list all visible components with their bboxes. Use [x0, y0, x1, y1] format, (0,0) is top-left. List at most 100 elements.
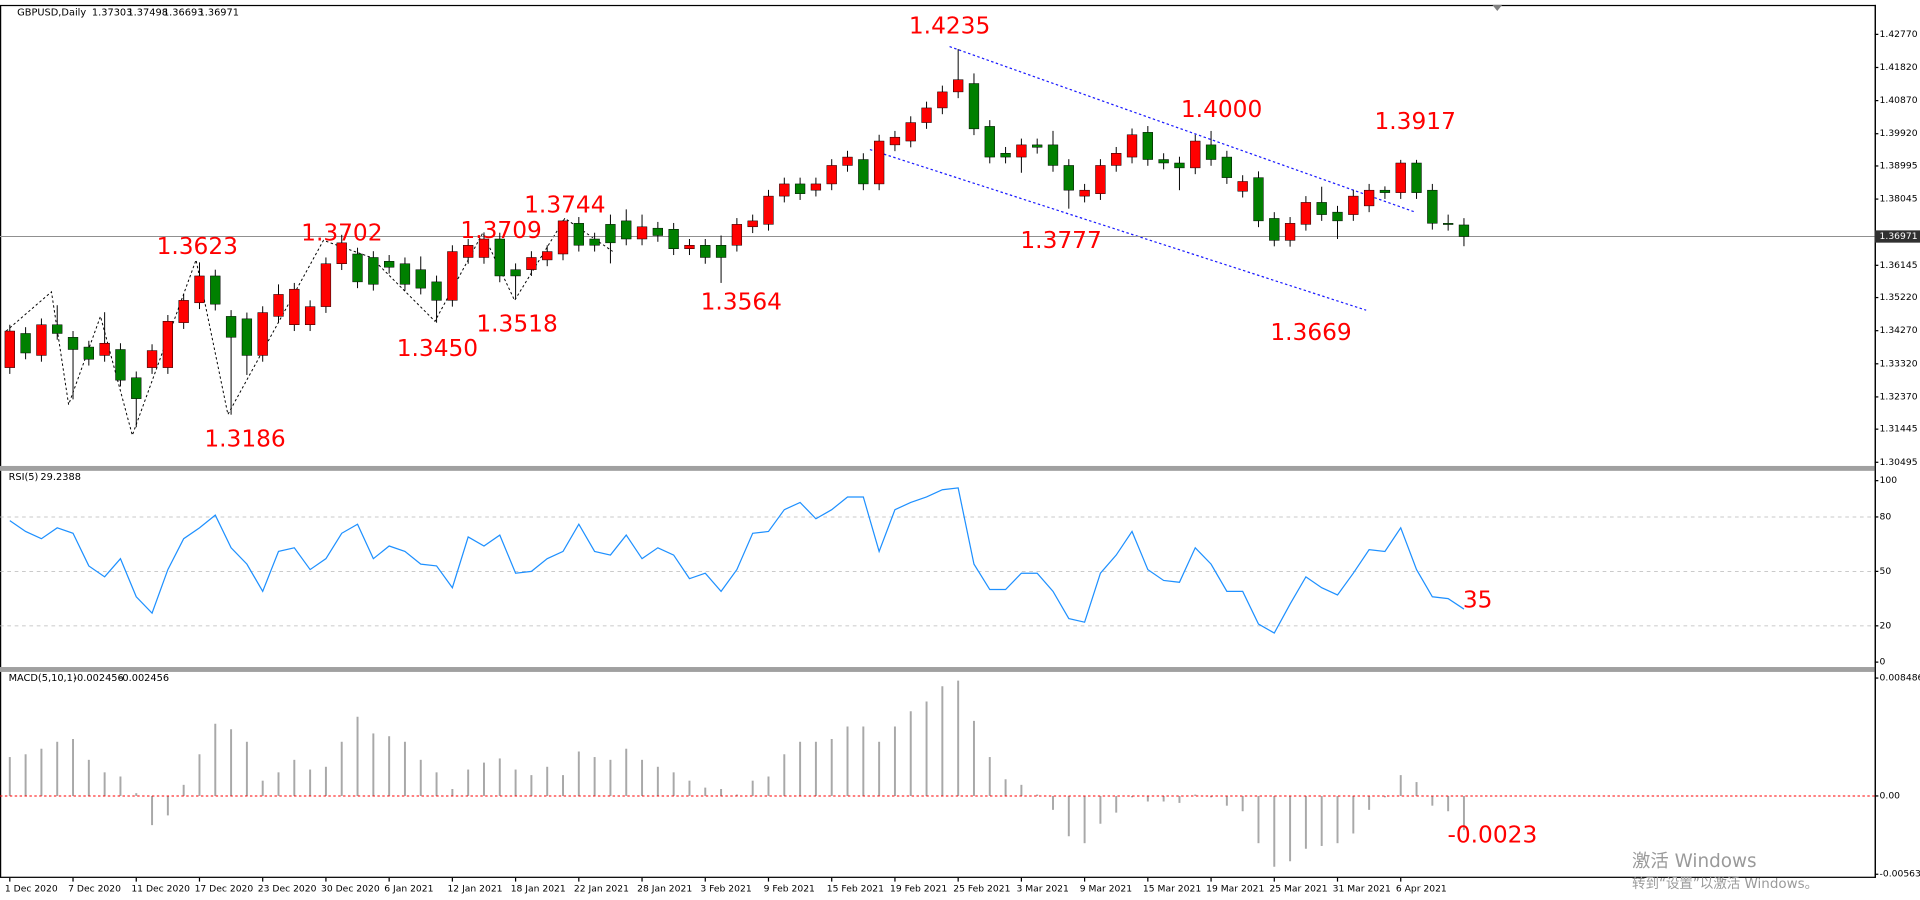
candle-body [873, 140, 885, 185]
candle-body [36, 324, 47, 356]
x-tick-label: 15 Feb 2021 [827, 883, 884, 894]
candle-body [1237, 181, 1248, 192]
candle-body [779, 183, 790, 197]
x-tick-label: 23 Dec 2020 [258, 883, 317, 894]
x-tick-label: 30 Dec 2020 [321, 883, 380, 894]
candle-body [542, 251, 553, 261]
y-tick-label: 0.00 [1880, 790, 1901, 801]
y-tick-label: 1.38045 [1880, 194, 1918, 205]
candle-body [668, 228, 679, 250]
x-tick-label: 22 Jan 2021 [574, 883, 629, 894]
candle-body [921, 107, 932, 123]
candle-body [510, 269, 521, 277]
candle-body [336, 242, 347, 264]
candle-body [131, 377, 142, 399]
x-tick-label: 18 Jan 2021 [511, 883, 566, 894]
annotation: 35 [1463, 586, 1493, 613]
candle-body [557, 220, 569, 255]
zigzag [5, 217, 613, 437]
y-tick-label: 1.35220 [1880, 292, 1918, 303]
panel-separator [0, 667, 1876, 672]
rsi-line [9, 487, 1465, 634]
x-tick-label: 25 Mar 2021 [1269, 883, 1327, 894]
y-tick-label: 1.39920 [1880, 128, 1918, 139]
candle-body [463, 245, 474, 258]
y-tick-label: 100 [1880, 475, 1898, 486]
candle-body [1032, 144, 1043, 148]
candle-body [415, 269, 426, 289]
candle-body [905, 122, 916, 142]
candle-body [1126, 134, 1138, 158]
x-tick-label: 1 Dec 2020 [5, 883, 58, 894]
candle-body [826, 165, 837, 185]
candle-body [605, 224, 616, 244]
candle-body [494, 238, 505, 277]
candle-body [1300, 202, 1312, 225]
candle-body [447, 251, 458, 301]
candle-body [52, 324, 63, 334]
candle-body [1316, 202, 1327, 215]
candle-body [304, 306, 316, 326]
shift-marker [1492, 4, 1503, 12]
annotation: 1.3564 [701, 288, 782, 315]
candle-body [1411, 162, 1422, 193]
x-tick-label: 3 Mar 2021 [1016, 883, 1068, 894]
rsi-value: 29.2388 [40, 472, 81, 483]
y-tick-label: 1.33320 [1880, 358, 1918, 369]
panel-separator [0, 465, 1876, 471]
candle-body [273, 294, 284, 317]
candle-body [573, 223, 584, 246]
y-tick-label: 20 [1880, 620, 1892, 631]
annotation: 1.3744 [524, 191, 605, 218]
candle-body [1079, 189, 1090, 197]
candle-body [968, 83, 980, 130]
annotation: 1.3777 [1020, 227, 1101, 254]
x-tick-label: 6 Apr 2021 [1396, 883, 1447, 894]
annotation: 1.3186 [204, 426, 285, 453]
macd-signal: -0.002456 [119, 673, 169, 684]
x-tick-label: 17 Dec 2020 [195, 883, 254, 894]
candle-body [1111, 152, 1122, 166]
y-tick-label: 1.41820 [1880, 62, 1918, 73]
candle-body [178, 300, 189, 323]
candle-body [1174, 162, 1185, 169]
ohlc-low: 1.36693 [163, 7, 204, 18]
y-tick-label: 1.38995 [1880, 160, 1918, 171]
candle-body [1427, 189, 1438, 224]
candle-body [1253, 177, 1264, 222]
y-tick-label: 1.40870 [1880, 95, 1918, 106]
candle-body [241, 318, 253, 356]
candle-body [1158, 159, 1169, 164]
candle-body [4, 330, 15, 368]
candle-body [162, 321, 174, 368]
x-tick-label: 19 Mar 2021 [1206, 883, 1264, 894]
macd-title: MACD(5,10,1) [9, 673, 77, 684]
candle-body [1063, 165, 1074, 191]
y-tick-label: 1.32370 [1880, 391, 1918, 402]
candle-body [1348, 195, 1359, 215]
x-tick-label: 31 Mar 2021 [1333, 883, 1391, 894]
candle-body [289, 288, 300, 326]
candle-body [1205, 144, 1217, 160]
candle-body [636, 226, 648, 240]
candle-body [399, 263, 411, 285]
candle-body [83, 346, 94, 360]
candle-body [794, 183, 806, 194]
watermark-subtitle: 转到“设置”以激活 Windows。 [1632, 876, 1818, 892]
candle-body [889, 136, 901, 146]
candle-body [684, 245, 695, 250]
candle-body [99, 342, 110, 356]
candle-body [1047, 144, 1059, 166]
ohlc-open: 1.37303 [92, 7, 133, 18]
x-tick-label: 9 Feb 2021 [764, 883, 815, 894]
y-tick-label: 1.34270 [1880, 325, 1918, 336]
candle-body [384, 261, 395, 268]
current-price-label: 1.36971 [1880, 231, 1918, 242]
watermark-title: 激活 Windows [1632, 851, 1757, 872]
candle-body [858, 159, 869, 185]
y-tick-label: 0.008486 [1880, 673, 1920, 684]
candle-body [589, 238, 600, 246]
candle-body [731, 224, 743, 246]
x-tick-label: 12 Jan 2021 [447, 883, 502, 894]
candle-body [1221, 156, 1233, 178]
